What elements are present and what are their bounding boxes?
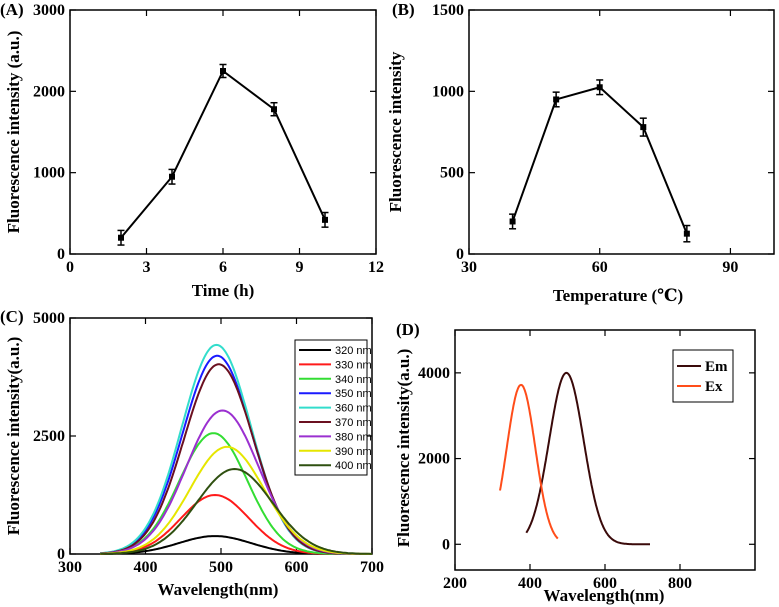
panel-c-xtick-label: 300	[58, 559, 82, 576]
panel-d-xtick-label: 600	[593, 575, 617, 592]
panel-c-ylabel: Fluorescence intensity(a.u.)	[4, 337, 23, 535]
panel-c-series-8	[100, 467, 372, 555]
panel-d-legend-label-0: Em	[705, 359, 728, 375]
panel-c: (C) 300 400 500 600 700 0 2500 5000 320 nm 330 n…	[0, 307, 384, 599]
panel-d: (D) 200 400 600 800 0 2000 4000 Em Ex Wavelengt…	[394, 320, 756, 605]
panel-c-ytick-label: 0	[57, 546, 65, 563]
panel-a-data-point	[220, 68, 226, 74]
panel-a-frame	[69, 9, 377, 255]
panel-a-ylabel: Fluorescence intensity (a.u.)	[4, 31, 23, 234]
panel-c-legend-label-1: 330 nm	[335, 359, 372, 371]
panel-c-legend-label-8: 400 nm	[335, 460, 372, 472]
panel-a-xtick-label: 12	[368, 259, 384, 276]
panel-c-xtick-label: 600	[285, 559, 309, 576]
panel-c-legend-label-2: 340 nm	[335, 374, 372, 386]
panel-d-legend-label-1: Ex	[705, 379, 723, 395]
panel-b-data-point	[553, 96, 560, 103]
panel-d-legend-box	[672, 349, 734, 403]
panel-c-label: (C)	[0, 307, 24, 326]
panel-a-label: (A)	[0, 0, 24, 19]
panel-a-plot	[117, 63, 329, 246]
panel-c-xtick-label: 400	[134, 559, 158, 576]
panel-c-axes: 300 400 500 600 700 0 2500 5000	[33, 310, 384, 576]
panel-c-ytick-label: 2500	[33, 428, 65, 445]
panel-a-ytick-label: 2000	[33, 83, 65, 100]
panel-b-ylabel: Fluorescence intensity	[386, 51, 405, 212]
panel-d-series-0	[525, 371, 650, 546]
panel-d-ytick-label: 2000	[418, 451, 450, 468]
panel-a-ytick-label: 1000	[33, 165, 65, 182]
panel-c-legend-label-7: 390 nm	[335, 446, 372, 458]
panel-d-xtick-label: 200	[443, 575, 467, 592]
panel-a-ytick-label: 0	[57, 246, 65, 263]
panel-b-series-line	[511, 86, 688, 235]
panel-a-xtick-label: 3	[143, 259, 151, 276]
panel-a-data-point	[322, 216, 328, 223]
panel-c-ytick-label: 5000	[33, 310, 65, 327]
panel-c-legend: 320 nm 330 nm 340 nm 350 nm 360 nm 370 nm 380 …	[294, 339, 372, 476]
panel-c-legend-label-0: 320 nm	[335, 345, 372, 357]
panel-a-axes: 0 3 6 9 12 0 1000 2000 3000	[33, 2, 384, 276]
panel-d-ylabel: Fluorescence intensity(a.u.)	[394, 349, 413, 547]
panel-b-data-point	[596, 84, 603, 91]
panel-b-xtick-label: 90	[722, 259, 738, 276]
panel-d-xtick-label: 400	[518, 575, 542, 592]
panel-b-xtick-label: 60	[592, 259, 608, 276]
panel-b-xlabel: Temperature (℃)	[553, 286, 683, 305]
panel-c-series-7	[100, 445, 373, 555]
panel-b-frame	[468, 9, 775, 255]
panel-d-ytick-label: 0	[442, 536, 450, 553]
panel-b-ytick-label: 1500	[432, 2, 464, 19]
panel-c-legend-label-3: 350 nm	[335, 388, 372, 400]
panel-d-series-1	[499, 383, 559, 540]
panel-b: (B) 30 60 90 0 500 1000 1500 Temperature (℃) F…	[386, 0, 775, 305]
panel-b-data-point	[640, 124, 647, 131]
panel-b-axes: 30 60 90 0 500 1000 1500	[432, 2, 774, 276]
panel-c-xlabel: Wavelength(nm)	[158, 580, 279, 599]
panel-d-xtick-label: 800	[668, 575, 692, 592]
panel-a-ytick-label: 3000	[33, 2, 65, 19]
panel-b-ytick-label: 1000	[432, 83, 464, 100]
panel-d-plot	[499, 371, 650, 546]
panel-c-xtick-label: 700	[360, 559, 384, 576]
panel-a-data-point	[271, 106, 277, 113]
panel-c-xtick-label: 500	[209, 559, 233, 576]
panel-a-xtick-label: 0	[66, 259, 74, 276]
panel-c-series-1	[100, 493, 372, 555]
panel-c-legend-label-6: 380 nm	[335, 431, 372, 443]
panel-a-data-point	[118, 234, 124, 241]
panel-b-ytick-label: 500	[440, 165, 464, 182]
panel-d-axes: 200 400 600 800 0 2000 4000	[418, 330, 755, 592]
panel-a-xtick-label: 6	[219, 259, 227, 276]
panel-b-xtick-label: 30	[461, 259, 477, 276]
panel-a: (A) 0 3 6 9 12 0 1000 2000 3000 Time (h) Fluores…	[0, 0, 384, 300]
panel-a-data-point	[169, 173, 175, 180]
panel-b-data-point	[683, 230, 690, 237]
panel-a-xtick-label: 9	[296, 259, 304, 276]
panel-d-ytick-label: 4000	[418, 365, 450, 382]
panel-d-legend: Em Ex	[672, 349, 734, 403]
panel-b-ytick-label: 0	[456, 246, 464, 263]
panel-b-label: (B)	[392, 0, 415, 19]
panel-a-series-line	[120, 69, 326, 239]
panel-b-plot	[509, 79, 691, 243]
panel-d-xlabel: Wavelength(nm)	[544, 586, 665, 605]
panel-c-legend-label-5: 370 nm	[335, 417, 372, 429]
panel-b-data-point	[509, 218, 516, 225]
panel-c-legend-label-4: 360 nm	[335, 403, 372, 415]
panel-d-label: (D)	[396, 320, 420, 339]
panel-a-xlabel: Time (h)	[192, 281, 255, 300]
panel-c-plot	[100, 343, 373, 555]
